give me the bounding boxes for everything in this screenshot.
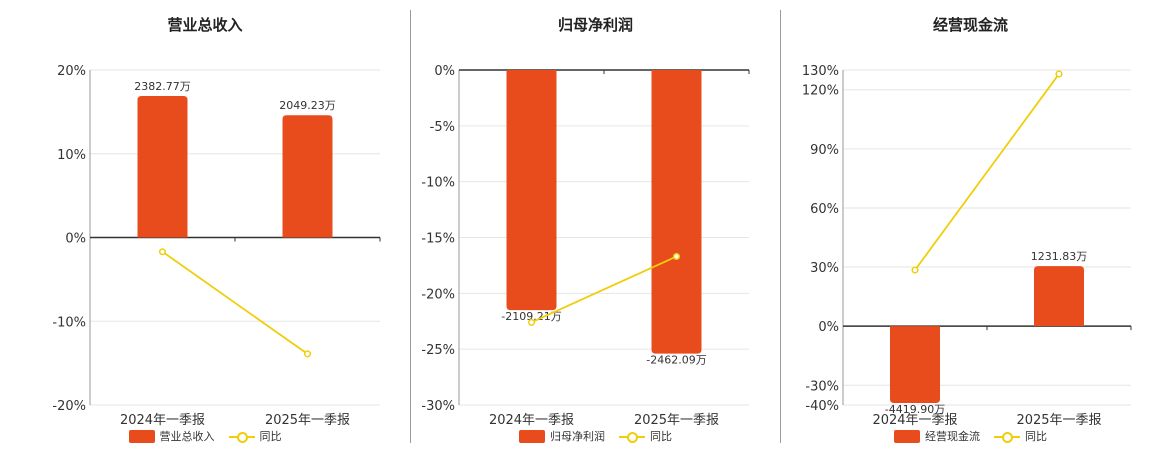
y-tick-label: 10% — [57, 148, 86, 163]
y-tick-label: 60% — [810, 202, 839, 217]
legend-bar-swatch — [894, 429, 920, 443]
legend-bar-label: 归母净利润 — [550, 430, 605, 443]
bar-data-label: -4419.90万 — [885, 403, 945, 416]
bar-data-label: 1231.83万 — [1031, 250, 1088, 263]
legend-item-line[interactable]: 同比 — [228, 428, 282, 444]
y-tick-label: -15% — [421, 232, 455, 247]
x-category-label: 2024年一季报 — [872, 413, 957, 428]
y-tick-label: -20% — [421, 287, 455, 302]
chart-legend: 营业总收入 同比 — [0, 428, 410, 444]
y-tick-label: 90% — [810, 143, 839, 158]
chart-panel-net-profit: 归母净利润 0% -5% -10% -15% -20% -25% -30% -2109.21万… — [411, 0, 780, 450]
legend-line-swatch — [994, 430, 1020, 443]
chart-title: 经营现金流 — [932, 16, 1008, 34]
yoy-line — [531, 255, 677, 324]
panel-divider — [780, 10, 781, 443]
legend-line-label: 同比 — [259, 430, 282, 443]
chart-svg: 130% 120% 90% 60% 30% 0% -30% -40% -4419.90万 1231… — [802, 64, 1132, 428]
yoy-line — [161, 251, 309, 355]
y-tick-label: 0% — [818, 320, 839, 335]
bar-data-label: 2382.77万 — [134, 80, 191, 93]
bar — [506, 70, 557, 311]
yoy-point — [672, 252, 681, 261]
y-tick-label: -10% — [52, 315, 86, 330]
legend-bar-label: 营业总收入 — [159, 430, 215, 443]
chart-legend: 经营现金流 同比 — [781, 428, 1160, 444]
y-tick-label: -20% — [52, 399, 86, 414]
legend-bar-swatch — [128, 429, 155, 443]
bar-data-label: 2049.23万 — [279, 99, 336, 112]
legend-line-swatch — [228, 430, 255, 443]
yoy-point — [1055, 70, 1063, 78]
legend-line-label: 同比 — [650, 430, 672, 443]
legend-item-bar[interactable]: 经营现金流 — [894, 428, 980, 444]
yoy-point — [527, 318, 536, 326]
chart-title: 营业总收入 — [167, 16, 243, 34]
x-category-label: 2025年一季报 — [265, 413, 350, 428]
yoy-point — [911, 266, 919, 274]
y-tick-label: -10% — [421, 176, 455, 191]
y-tick-label: 0% — [65, 232, 86, 247]
y-tick-label: 130% — [802, 64, 839, 79]
bar — [282, 115, 333, 238]
chart-panel-cash-flow: 经营现金流 130% 120% 90% 60% 30% 0% -30% -40% -4419.9… — [781, 0, 1160, 450]
legend-item-line[interactable]: 同比 — [619, 428, 672, 444]
y-tick-label: 30% — [810, 261, 839, 276]
bar — [1034, 266, 1084, 327]
y-tick-label: 120% — [802, 84, 839, 99]
chart-legend: 归母净利润 同比 — [411, 428, 780, 444]
bar — [890, 326, 940, 404]
chart-title: 归母净利润 — [557, 16, 633, 34]
bar — [651, 70, 702, 354]
y-tick-label: -5% — [430, 120, 455, 135]
x-category-label: 2024年一季报 — [489, 413, 574, 428]
y-tick-label: -40% — [805, 399, 839, 414]
x-category-label: 2025年一季报 — [1016, 413, 1101, 428]
legend-item-bar[interactable]: 营业总收入 — [128, 428, 215, 444]
yoy-point — [303, 350, 312, 358]
y-tick-label: -30% — [421, 399, 455, 414]
panel-divider — [410, 10, 411, 443]
legend-item-bar[interactable]: 归母净利润 — [519, 428, 605, 444]
x-category-label: 2025年一季报 — [634, 413, 719, 428]
yoy-point — [158, 248, 167, 256]
x-category-label: 2024年一季报 — [120, 413, 205, 428]
y-tick-label: 0% — [434, 64, 455, 79]
legend-bar-label: 经营现金流 — [925, 430, 980, 443]
legend-line-label: 同比 — [1025, 430, 1047, 443]
legend-item-line[interactable]: 同比 — [994, 428, 1047, 444]
legend-line-swatch — [619, 430, 645, 443]
bar — [137, 95, 188, 238]
y-tick-label: -30% — [805, 379, 839, 394]
y-tick-label: -25% — [421, 343, 455, 358]
y-tick-label: 20% — [57, 64, 86, 79]
legend-bar-swatch — [519, 429, 545, 443]
chart-svg: 20% 10% 0% -10% -20% 2382.77万 2049.23万 2024年一季报… — [52, 64, 381, 428]
yoy-line — [914, 73, 1060, 271]
chart-panel-revenue: 营业总收入 20% 10% 0% -10% -20% 2382.77万 2049.23万 20… — [0, 0, 410, 450]
chart-svg: 0% -5% -10% -15% -20% -25% -30% -2109.21万 -2462.… — [421, 64, 750, 428]
bar-data-label: -2109.21万 — [501, 310, 561, 323]
bar-data-label: -2462.09万 — [646, 354, 706, 367]
